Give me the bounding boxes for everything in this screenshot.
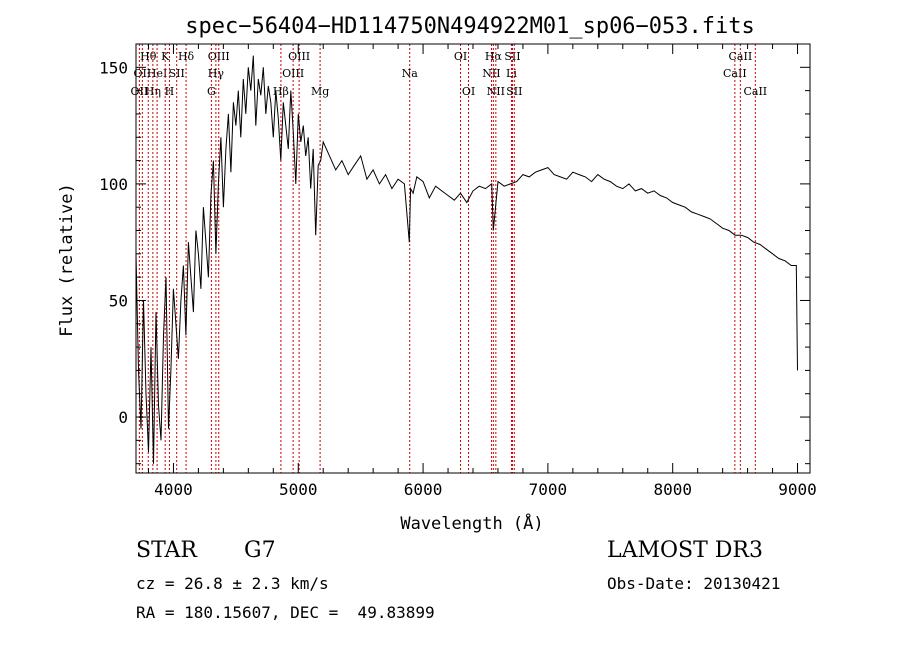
x-tick-label: 7000	[529, 480, 568, 499]
line-marker-label: Mg	[311, 85, 329, 98]
line-marker-label: NII	[487, 85, 505, 98]
emission-line-markers: OII OII Hθ Hη HeI K H SII Hδ G Hγ OIII Hβ OIII OIII Mg N…	[131, 44, 767, 473]
object-class: STAR	[136, 538, 197, 563]
line-marker-label: HeI	[147, 67, 167, 80]
y-tick-label: 50	[109, 291, 128, 310]
redshift-value: cz = 26.8 ± 2.3 km/s	[136, 574, 329, 593]
chart-title: spec−56404−HD114750N494922M01_sp06−053.f…	[185, 14, 755, 39]
y-axis-label: Flux (relative)	[57, 183, 77, 337]
line-marker-label: K	[161, 50, 170, 63]
line-marker-label: Hθ	[140, 50, 157, 63]
x-tick-label: 8000	[653, 480, 692, 499]
coordinates: RA = 180.15607, DEC = 49.83899	[136, 603, 435, 622]
spectrum-line	[135, 55, 798, 464]
line-marker-label: Hη	[145, 85, 161, 98]
line-marker-label: OII	[131, 85, 149, 98]
line-marker-label: Na	[402, 67, 419, 80]
x-tick-label: 4000	[154, 480, 193, 499]
line-marker-label: G	[207, 85, 216, 98]
x-tick-label: 9000	[778, 480, 817, 499]
plot-frame	[135, 43, 811, 474]
survey-name: LAMOST DR3	[607, 538, 763, 563]
y-tick-label: 0	[118, 408, 128, 427]
line-marker-label: OIII	[282, 67, 304, 80]
line-marker-label: H	[165, 85, 175, 98]
line-marker-label: Hβ	[273, 85, 289, 98]
y-tick-label: 100	[99, 175, 128, 194]
x-tick-label: 5000	[279, 480, 318, 499]
line-marker-label: OI	[462, 85, 475, 98]
y-tick-label: 150	[99, 58, 128, 77]
x-axis-label: Wavelength (Å)	[400, 512, 543, 534]
line-marker-label: OII	[134, 67, 152, 80]
line-marker-label: Hδ	[178, 50, 195, 63]
x-tick-label: 6000	[404, 480, 443, 499]
line-marker-label: SII	[506, 85, 522, 98]
axis-ticks: 4000 5000 6000 7000 8000 9000 0 50 100 150	[99, 43, 817, 499]
line-marker-label: Hα	[485, 50, 503, 63]
line-marker-label: CaII	[723, 67, 747, 80]
observation-date: Obs-Date: 20130421	[607, 574, 781, 593]
line-marker-label: CaII	[729, 50, 753, 63]
line-marker-label: OIII	[208, 50, 230, 63]
line-marker-label: CaII	[743, 85, 767, 98]
line-marker-label: SII	[169, 67, 185, 80]
line-marker-label: Li	[506, 67, 517, 80]
line-marker-label: NII	[482, 67, 500, 80]
line-marker-label: SII	[504, 50, 520, 63]
line-marker-label: OIII	[288, 50, 310, 63]
line-marker-label: Hγ	[208, 67, 225, 80]
spectral-subclass: G7	[244, 538, 276, 563]
line-marker-label: OI	[454, 50, 467, 63]
